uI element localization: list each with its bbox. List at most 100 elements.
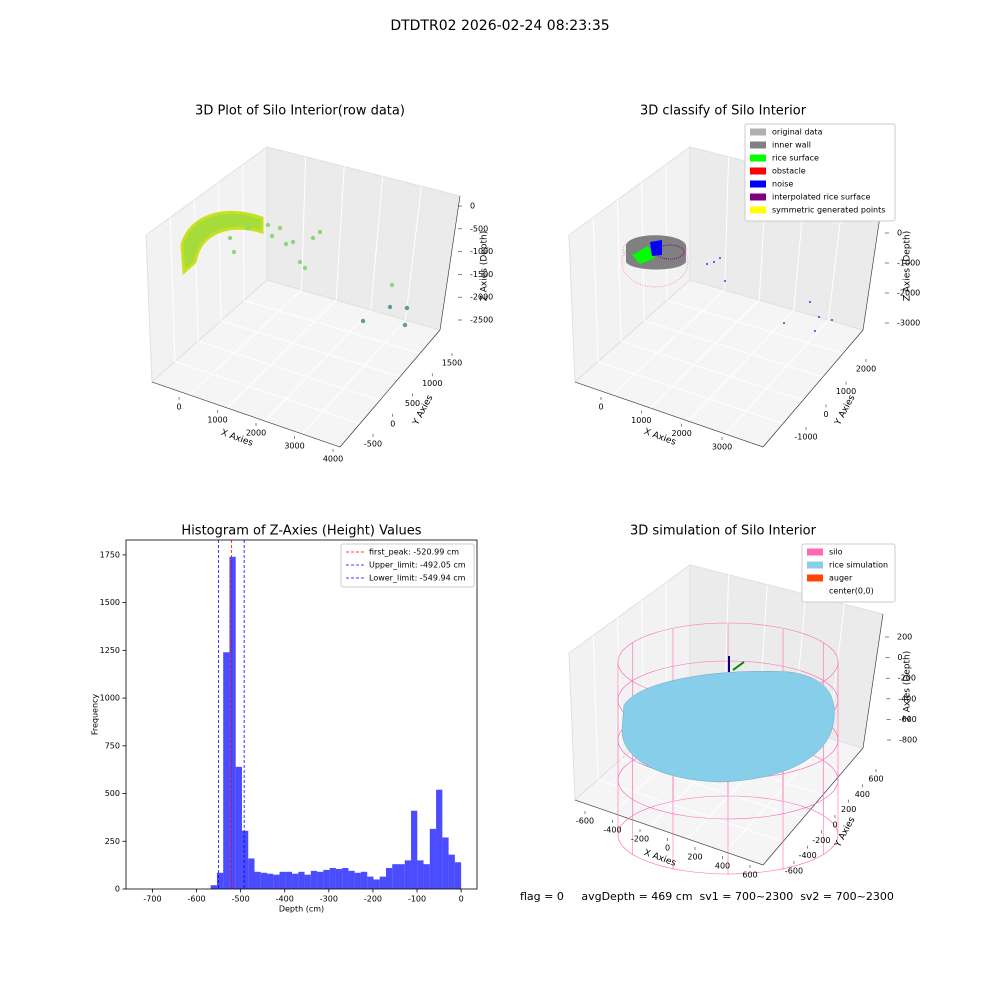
y-tick-label: -1000: [794, 433, 817, 442]
y-tick-label: 0: [390, 419, 395, 428]
wireframe: [617, 795, 839, 875]
axis-line: [151, 381, 341, 448]
legend-label: obstacle: [772, 167, 806, 176]
z-tick-label: 0: [897, 653, 902, 662]
point: [269, 233, 275, 239]
z-tick-label: -3000: [897, 319, 920, 328]
rice-surface: [632, 246, 655, 264]
y-tick-label: 0: [823, 410, 828, 419]
bar: [310, 870, 318, 889]
pane-grid: [174, 361, 361, 425]
wireframe: [622, 235, 688, 265]
x-tick-label: -400: [603, 826, 621, 835]
y-tick-label: 400: [855, 790, 870, 799]
x-tick-label: 0: [665, 844, 670, 853]
point: [290, 239, 296, 245]
x-tick-label: -400: [276, 895, 294, 904]
z-tick-label: -1000: [470, 247, 493, 256]
point: [265, 222, 271, 228]
bar: [317, 871, 324, 889]
pane-grid: [220, 320, 401, 378]
x-tick-label: 200: [687, 853, 702, 862]
bar: [354, 872, 361, 889]
point: [283, 241, 289, 247]
x-tick-label: 3000: [712, 443, 732, 452]
bar: [223, 652, 230, 889]
pane-grid: [612, 289, 725, 396]
z-tick-label: -2500: [470, 316, 493, 325]
bar: [411, 810, 418, 889]
y-axis-label: Frequency: [91, 694, 100, 736]
pane-grid: [592, 635, 599, 780]
bar: [248, 858, 255, 889]
legend-label: rice surface: [772, 154, 819, 163]
pane-grid: [302, 319, 406, 435]
bar: [235, 766, 242, 889]
z-tick-label: -1500: [470, 270, 493, 279]
y-tick-label: -200: [812, 836, 830, 845]
point: [360, 318, 366, 324]
pane-grid: [243, 299, 421, 354]
point: [317, 229, 323, 235]
bar: [267, 873, 274, 889]
z-tick-label: -200: [898, 674, 916, 683]
y-tick-label: 1000: [836, 387, 856, 396]
pane-grid: [616, 617, 622, 760]
point: [831, 319, 833, 321]
legend-label: auger: [829, 574, 853, 583]
point: [387, 304, 393, 310]
axis-line: [339, 329, 441, 448]
y-tick-label: 0: [115, 885, 120, 894]
pane-grid: [597, 779, 784, 843]
axis-line: [574, 381, 764, 448]
suptitle: DTDTR02 2026-02-24 08:23:35: [390, 18, 609, 34]
bar: [216, 872, 224, 889]
y-tick-label: 200: [841, 805, 856, 814]
z-tick-label: 200: [897, 633, 912, 642]
x-tick-label: 2000: [246, 429, 266, 438]
x-tick-label: -700: [143, 895, 161, 904]
bar: [273, 874, 280, 889]
axis-line: [439, 195, 461, 331]
auger: [732, 661, 745, 671]
pane-grid: [616, 199, 622, 342]
y-tick-label: 250: [105, 837, 120, 846]
x-tick-label: 2000: [671, 429, 691, 438]
z-axis-label: Z Axies (Depth): [903, 231, 913, 302]
bar: [329, 867, 336, 889]
point: [231, 249, 237, 255]
z-tick-label: -2000: [897, 289, 920, 298]
point: [809, 301, 811, 303]
legend-swatch: [750, 180, 766, 188]
pane-grid: [592, 217, 599, 362]
point: [245, 225, 251, 231]
bar: [260, 872, 268, 889]
legend-label: Upper_limit: -492.05 cm: [369, 561, 466, 570]
point: [302, 265, 308, 271]
pane-grid: [724, 156, 730, 291]
z-tick-label: -500: [470, 224, 488, 233]
x-tick-label: 0: [598, 403, 603, 412]
z-axis-label: Z Axies (Depth): [480, 231, 490, 302]
legend-label: Lower_limit: -549.94 cm: [369, 574, 466, 583]
legend-label: rice simulation: [829, 561, 888, 570]
bar: [298, 871, 305, 889]
bar: [367, 876, 374, 889]
bar: [241, 830, 249, 889]
bar: [229, 556, 236, 889]
z-tick-label: -800: [899, 736, 917, 745]
bar: [360, 871, 368, 889]
axis-line: [762, 747, 864, 866]
legend-box: [340, 543, 475, 588]
bar: [423, 864, 430, 889]
y-axis-label: Y Axies: [833, 393, 858, 428]
bar: [292, 873, 299, 889]
bar: [442, 837, 449, 889]
legend-label: center(0,0): [829, 587, 874, 596]
bar: [373, 879, 380, 889]
legend-label: symmetric generated points: [772, 206, 885, 215]
y-tick-label: 500: [105, 789, 120, 798]
y-tick-label: -500: [364, 440, 382, 449]
pane-grid: [620, 758, 804, 819]
x-tick-label: 3000: [284, 442, 304, 451]
